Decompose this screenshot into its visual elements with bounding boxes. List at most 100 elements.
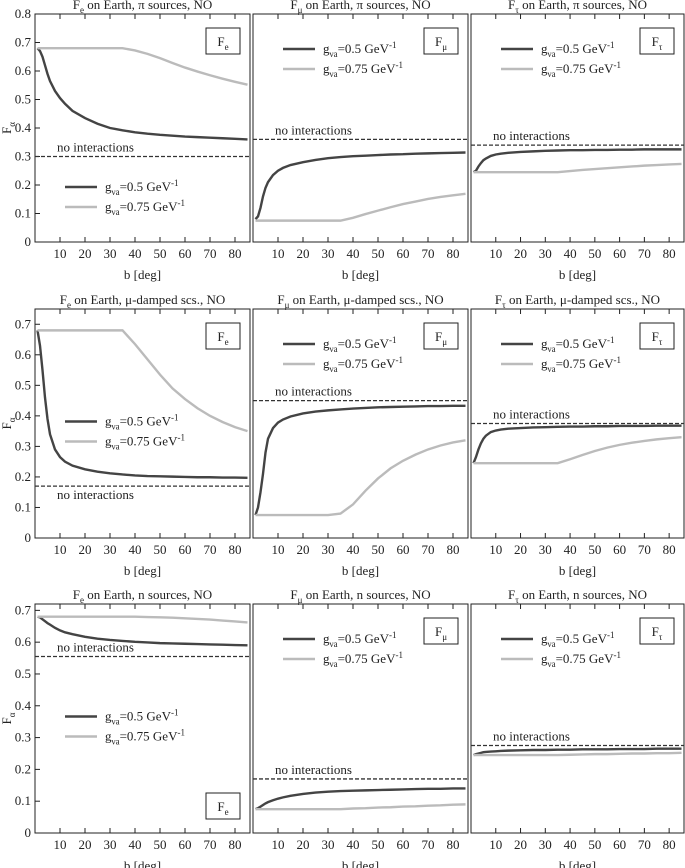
- legend-label: gνa=0.5 GeV-1: [105, 708, 178, 727]
- legend-label: gνa=0.75 GeV-1: [323, 650, 403, 669]
- y-tick-label: 0.2: [15, 761, 31, 776]
- y-tick-label: 0.7: [15, 35, 32, 50]
- series-line: [37, 329, 248, 433]
- plot-frame: [470, 13, 685, 243]
- x-tick-label: 70: [422, 246, 435, 261]
- text-part: =0.75 GeV: [556, 61, 614, 76]
- text-part: =0.5 GeV: [556, 41, 608, 56]
- text-part: on Earth, π sources, NO: [519, 0, 647, 12]
- x-tick-label: 60: [179, 246, 192, 261]
- text-part: -1: [395, 355, 403, 365]
- text-part: g: [105, 179, 112, 194]
- x-tick-label: 10: [272, 246, 285, 261]
- y-tick-label: 0.4: [15, 698, 32, 713]
- text-part: e: [67, 300, 71, 310]
- x-tick-label: 80: [663, 837, 676, 852]
- badge-label: Fτ: [652, 329, 663, 347]
- x-tick-label: 10: [489, 542, 502, 557]
- series-line: [473, 751, 682, 757]
- x-tick-label: 20: [514, 542, 527, 557]
- plot-frame: [470, 603, 685, 834]
- text-part: =0.5 GeV: [556, 336, 608, 351]
- series-line: [473, 436, 682, 465]
- panel: Fτ on Earth, n sources, NO 10 20 30 40 50 60 70…: [470, 587, 685, 868]
- x-tick-label: 40: [347, 246, 360, 261]
- x-tick-label: 10: [54, 837, 67, 852]
- y-tick-label: 0.5: [15, 377, 31, 392]
- series-line: [473, 162, 682, 174]
- text-part: νa: [112, 737, 120, 747]
- x-axis-label: b [deg]: [124, 267, 161, 282]
- series-line: [37, 47, 248, 86]
- y-tick-label: 0: [25, 530, 32, 545]
- series-line: [472, 424, 682, 464]
- text-part: g: [541, 356, 548, 371]
- panel: Fe on Earth, μ-damped scs., NO 10 20 30 40 50…: [0, 292, 251, 578]
- text-part: g: [323, 61, 330, 76]
- panel: Fμ on Earth, π sources, NO 10 20 30 40 50 60 70…: [252, 0, 469, 282]
- legend-label: gνa=0.75 GeV-1: [541, 355, 621, 374]
- text-part: νa: [330, 659, 338, 669]
- y-axis-label: Fα: [0, 122, 17, 134]
- text-part: τ: [659, 42, 663, 52]
- badge-box: [205, 322, 241, 350]
- text-part: =0.75 GeV: [556, 356, 614, 371]
- text-part: νa: [112, 717, 120, 727]
- text-part: F: [508, 0, 515, 12]
- text-part: =0.5 GeV: [120, 414, 172, 429]
- y-tick-label: 0.6: [15, 634, 32, 649]
- badge-label: Fτ: [652, 624, 663, 642]
- text-part: on Earth, n sources, NO: [302, 587, 430, 602]
- text-part: =0.5 GeV: [338, 631, 390, 646]
- text-part: F: [652, 329, 659, 344]
- text-part: -1: [613, 355, 621, 365]
- panel: Fμ on Earth, μ-damped scs., NO 10 20 30 40 50…: [252, 292, 469, 578]
- text-part: e: [225, 807, 229, 817]
- panel-title: Fτ on Earth, π sources, NO: [508, 0, 647, 15]
- legend-label: gνa=0.5 GeV-1: [541, 630, 614, 649]
- text-part: μ: [442, 337, 447, 347]
- legend-label: gνa=0.75 GeV-1: [105, 433, 185, 452]
- series-line: [472, 148, 682, 174]
- badge-box: [639, 322, 675, 350]
- text-part: νa: [112, 187, 120, 197]
- reference-label: no interactions: [275, 762, 352, 777]
- text-part: g: [323, 651, 330, 666]
- text-part: -1: [607, 335, 615, 345]
- x-tick-label: 30: [322, 542, 335, 557]
- legend-label: gνa=0.5 GeV-1: [105, 178, 178, 197]
- text-part: νa: [548, 659, 556, 669]
- text-part: μ: [442, 632, 447, 642]
- x-axis-label: b [deg]: [342, 858, 379, 868]
- x-tick-label: 50: [154, 542, 167, 557]
- x-axis-label: b [deg]: [124, 858, 161, 868]
- text-part: =0.5 GeV: [120, 179, 172, 194]
- text-part: =0.5 GeV: [338, 41, 390, 56]
- text-part: on Earth, μ-damped scs., NO: [71, 292, 225, 307]
- series-line: [37, 615, 248, 647]
- reference-label: no interactions: [493, 729, 570, 744]
- x-tick-label: 40: [129, 246, 142, 261]
- legend-label: gνa=0.5 GeV-1: [105, 413, 178, 432]
- text-part: α: [7, 122, 17, 127]
- plot-frame: [252, 13, 469, 243]
- text-part: μ: [298, 5, 303, 15]
- series-line: [255, 787, 466, 811]
- text-part: F: [0, 422, 14, 429]
- y-tick-label: 0.4: [15, 120, 32, 135]
- plot-frame: [252, 308, 469, 539]
- x-tick-label: 10: [54, 246, 67, 261]
- x-tick-label: 70: [204, 837, 217, 852]
- text-part: νa: [548, 69, 556, 79]
- panel: Fτ on Earth, π sources, NO 10 20 30 40 50 60 70…: [470, 0, 685, 282]
- x-tick-label: 70: [638, 246, 651, 261]
- y-tick-label: 0.8: [15, 6, 31, 21]
- x-tick-label: 10: [272, 837, 285, 852]
- legend-label: gνa=0.5 GeV-1: [323, 630, 396, 649]
- x-tick-label: 80: [447, 246, 460, 261]
- x-tick-label: 10: [489, 246, 502, 261]
- text-part: -1: [177, 433, 185, 443]
- y-tick-label: 0.4: [15, 408, 32, 423]
- y-tick-label: 0.1: [15, 206, 31, 221]
- legend-label: gνa=0.5 GeV-1: [323, 335, 396, 354]
